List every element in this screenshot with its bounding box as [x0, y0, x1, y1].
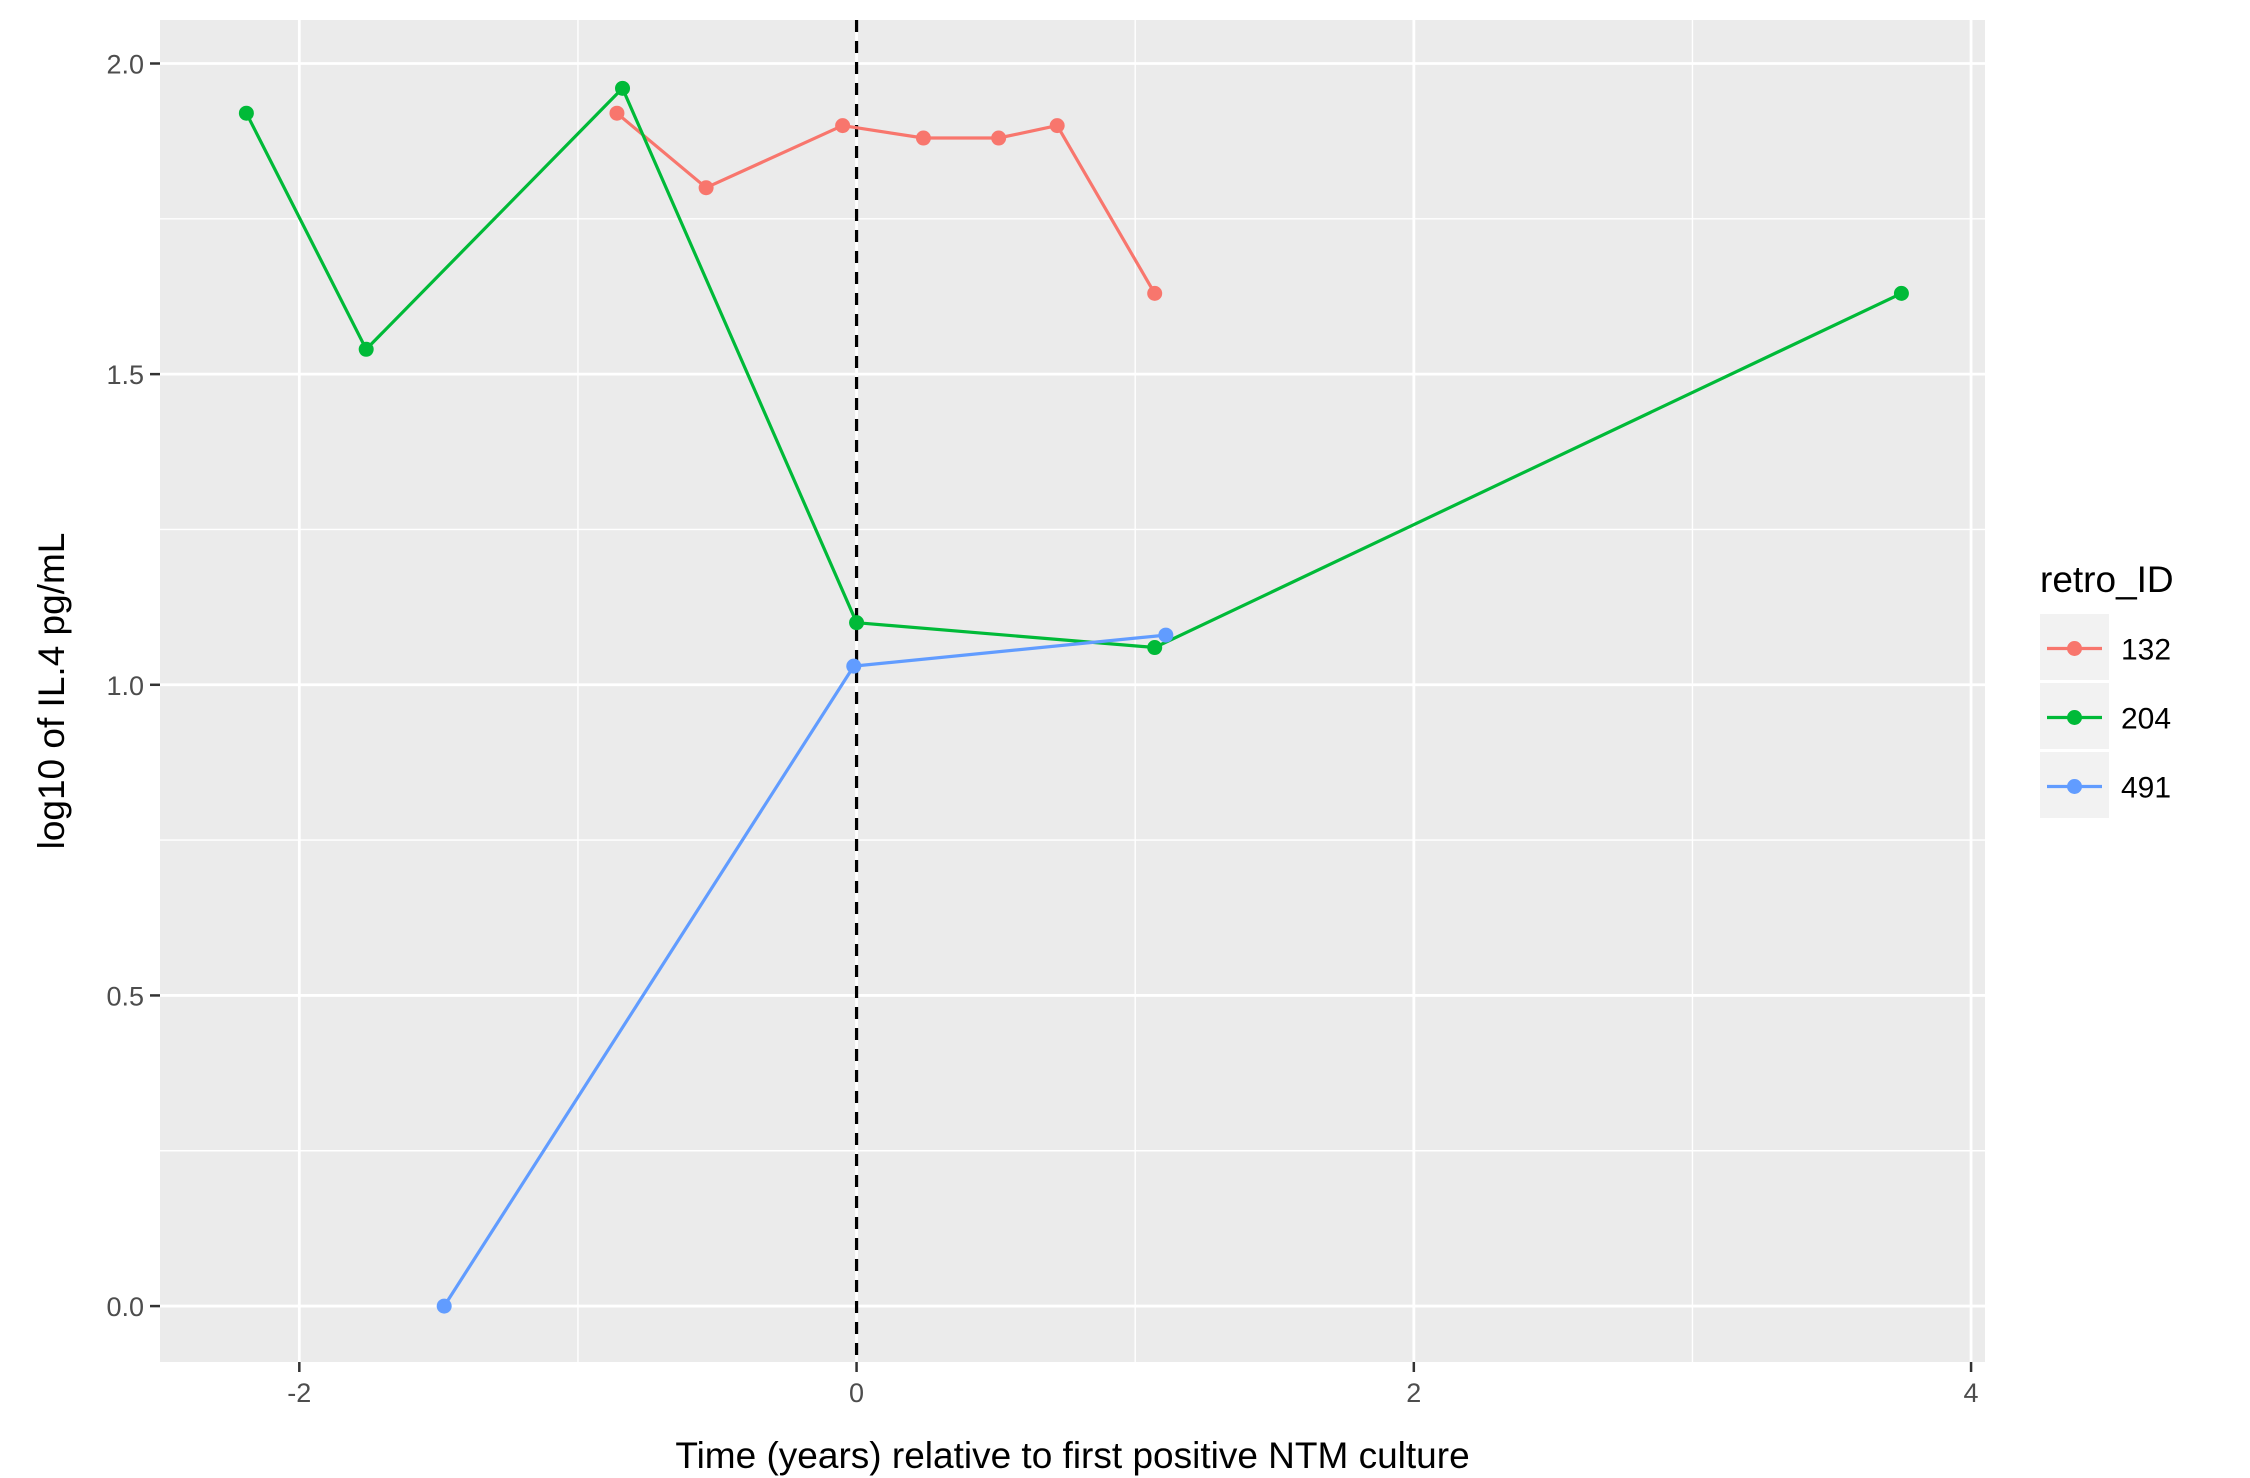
- data-point-132-4: [991, 130, 1007, 146]
- data-point-204-1: [358, 341, 374, 357]
- data-point-204-4: [1147, 640, 1163, 656]
- grid-minor: [160, 20, 1985, 1362]
- data-point-491-1: [846, 658, 862, 674]
- legend-label: 204: [2121, 703, 2171, 736]
- grid-major: [160, 20, 1985, 1362]
- legend-title: retro_ID: [2040, 559, 2174, 600]
- x-axis: -2 0 2 4: [287, 1362, 1979, 1408]
- y-tick-label: 0.5: [106, 981, 144, 1011]
- y-tick-label: 0.0: [106, 1292, 144, 1322]
- data-point-132-0: [609, 105, 625, 121]
- y-tick-label: 2.0: [106, 49, 144, 79]
- x-tick-label: 2: [1406, 1378, 1421, 1408]
- plot-panel: [160, 20, 1985, 1362]
- legend-item-491: 491: [2040, 752, 2171, 818]
- series-491: [436, 627, 1174, 1314]
- series-132: [609, 105, 1163, 301]
- legend-item-204: 204: [2040, 683, 2171, 749]
- y-tick-label: 1.0: [106, 671, 144, 701]
- legend-key-point: [2067, 641, 2082, 656]
- data-point-132-5: [1049, 118, 1065, 134]
- data-point-491-0: [436, 1298, 452, 1314]
- legend: retro_ID 132 204 491: [2040, 559, 2174, 818]
- y-axis-title: log10 of IL.4 pg/mL: [31, 533, 72, 850]
- data-point-204-0: [238, 105, 254, 121]
- x-axis-title: Time (years) relative to first positive …: [675, 1435, 1469, 1476]
- data-point-204-3: [849, 615, 865, 631]
- data-point-204-2: [615, 80, 631, 96]
- legend-label: 491: [2121, 772, 2171, 805]
- data-point-132-2: [835, 118, 851, 134]
- y-tick-label: 1.5: [106, 360, 144, 390]
- data-point-132-1: [698, 180, 714, 196]
- data-point-132-6: [1147, 285, 1163, 301]
- series-layer: [238, 80, 1909, 1314]
- series-line-204: [244, 86, 1903, 650]
- series-204: [238, 80, 1909, 656]
- data-point-132-3: [915, 130, 931, 146]
- x-tick-label: 0: [849, 1378, 864, 1408]
- data-point-204-5: [1893, 285, 1909, 301]
- x-tick-label: -2: [287, 1378, 311, 1408]
- legend-key-point: [2067, 779, 2082, 794]
- legend-label: 132: [2121, 634, 2171, 667]
- x-tick-label: 4: [1964, 1378, 1979, 1408]
- data-point-491-2: [1158, 627, 1174, 643]
- y-axis: 0.0 0.5 1.0 1.5 2.0: [106, 49, 160, 1322]
- legend-item-132: 132: [2040, 614, 2171, 680]
- legend-key-point: [2067, 710, 2082, 725]
